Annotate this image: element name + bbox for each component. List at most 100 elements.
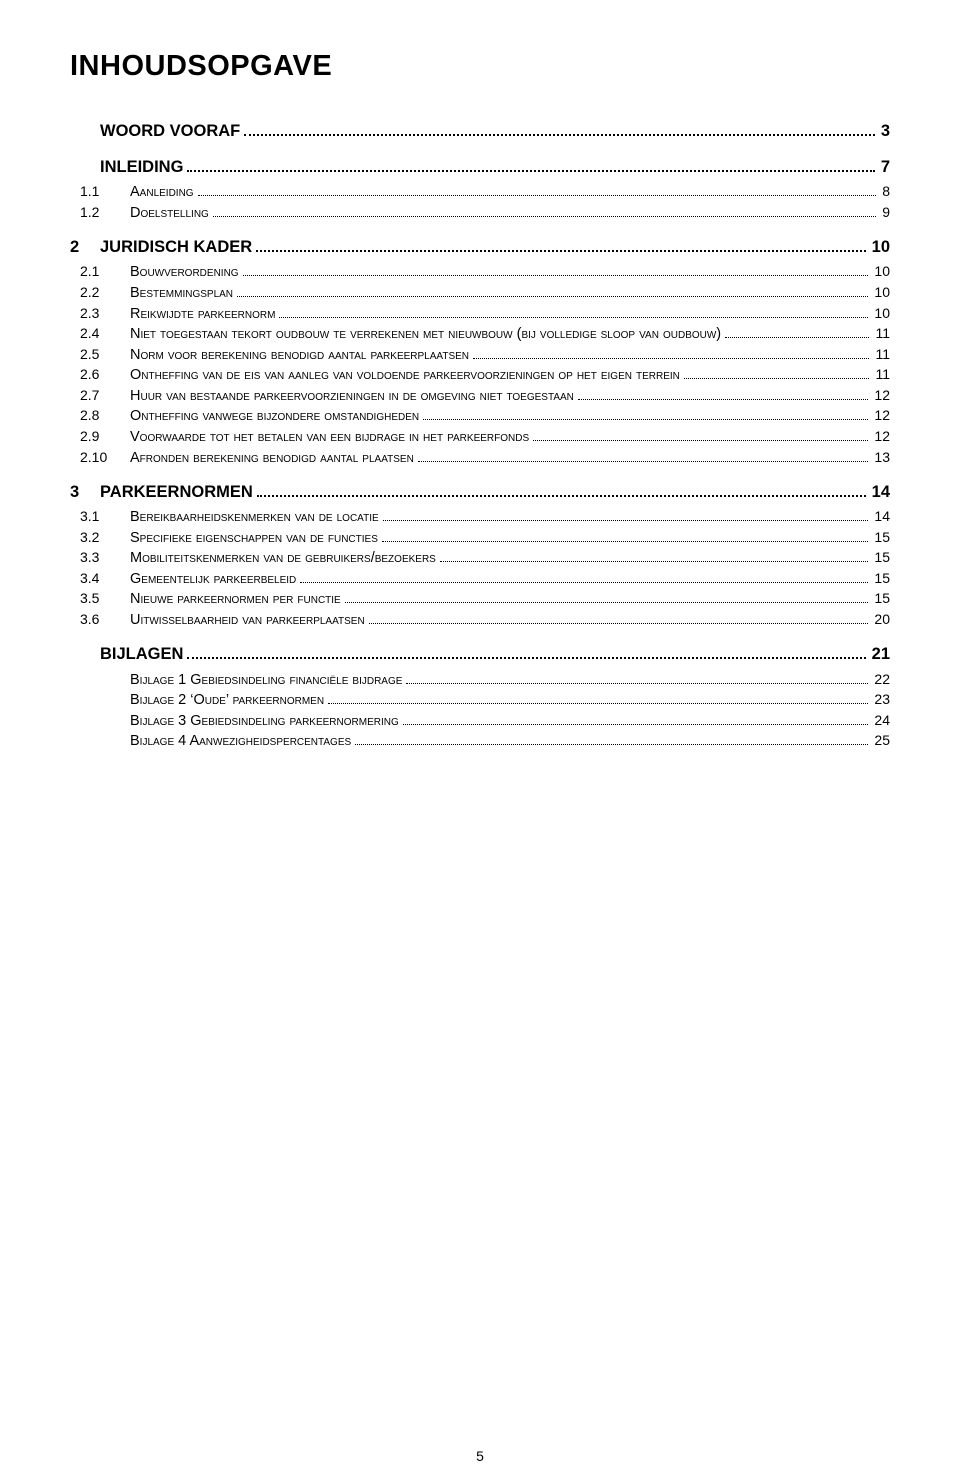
toc-entry-page: 13: [872, 449, 890, 465]
toc-leader-dots: [355, 732, 868, 746]
toc-entry-page: 10: [872, 305, 890, 321]
toc-entry: 2.6Ontheffing van de eis van aanleg van …: [70, 366, 890, 384]
toc-entry: 2.5Norm voor berekening benodigd aantal …: [70, 345, 890, 363]
toc-entry-page: 20: [872, 611, 890, 627]
toc-leader-dots: [244, 119, 875, 136]
toc-entry-label: Mobiliteitskenmerken van de gebruikers/b…: [130, 550, 436, 566]
toc-entry-label: JURIDISCH KADER: [100, 238, 252, 257]
toc-entry-page: 21: [870, 645, 890, 664]
toc-leader-dots: [187, 155, 874, 172]
toc-entry-label: Bijlage 4 Aanwezigheidspercentages: [130, 733, 351, 749]
toc-entry-page: 15: [872, 590, 890, 606]
toc-entry-label: Ontheffing vanwege bijzondere omstandigh…: [130, 408, 419, 424]
toc-entry-label: Bijlage 2 ‘Oude’ parkeernormen: [130, 692, 324, 708]
toc-leader-dots: [418, 448, 869, 462]
toc-entry-label: Nieuwe parkeernormen per functie: [130, 591, 341, 607]
toc-entry-label: Doelstelling: [130, 205, 209, 221]
toc-leader-dots: [243, 263, 869, 277]
toc-leader-dots: [578, 386, 869, 400]
toc-entry: WOORD VOORAF 3: [70, 119, 890, 141]
toc-entry: 2.10Afronden berekening benodigd aantal …: [70, 448, 890, 466]
toc-leader-dots: [684, 366, 870, 380]
toc-entry: BIJLAGEN21: [70, 642, 890, 664]
toc-entry: 3.6Uitwisselbaarheid van parkeerplaatsen…: [70, 610, 890, 628]
toc-entry-number: 3.6: [80, 611, 130, 627]
toc-entry-label: Bijlage 1 Gebiedsindeling financiële bij…: [130, 672, 402, 688]
toc-entry-page: 15: [872, 549, 890, 565]
toc-entry-number: 3.3: [80, 549, 130, 565]
toc-entry-page: 23: [872, 691, 890, 707]
toc-entry: 3.1Bereikbaarheidskenmerken van de locat…: [70, 508, 890, 526]
toc-entry-label: Bijlage 3 Gebiedsindeling parkeernormeri…: [130, 713, 399, 729]
toc-entry-page: 12: [872, 387, 890, 403]
toc-leader-dots: [440, 549, 869, 563]
toc-entry-label: Bouwverordening: [130, 264, 239, 280]
toc-entry-label: WOORD VOORAF: [100, 122, 240, 141]
toc-entry-label: Niet toegestaan tekort oudbouw te verrek…: [130, 326, 721, 342]
toc-entry-number: 2.8: [80, 407, 130, 423]
toc-entry-number: 2.1: [80, 263, 130, 279]
toc-entry-page: 9: [880, 204, 890, 220]
toc-entry-label: Ontheffing van de eis van aanleg van vol…: [130, 367, 680, 383]
toc-entry-page: 7: [879, 158, 890, 177]
toc-entry: 2.1Bouwverordening10: [70, 263, 890, 281]
toc-entry-number: 2.3: [80, 305, 130, 321]
toc-leader-dots: [279, 304, 868, 318]
toc-entry-label: Bestemmingsplan: [130, 285, 233, 301]
toc-entry-label: Gemeentelijk parkeerbeleid: [130, 571, 296, 587]
toc-entry-number: 3: [70, 483, 100, 502]
toc-entry-number: 2.6: [80, 366, 130, 382]
toc-entry: Bijlage 2 ‘Oude’ parkeernormen 23: [70, 691, 890, 709]
toc-leader-dots: [300, 569, 868, 583]
toc-entry-page: 14: [872, 508, 890, 524]
toc-entry-number: 3.5: [80, 590, 130, 606]
toc-leader-dots: [533, 427, 868, 441]
toc-entry-label: Huur van bestaande parkeervoorzieningen …: [130, 388, 574, 404]
toc-entry-page: 15: [872, 529, 890, 545]
toc-entry: 2.8Ontheffing vanwege bijzondere omstand…: [70, 407, 890, 425]
toc-entry: 3.2Specifieke eigenschappen van de funct…: [70, 528, 890, 546]
toc-leader-dots: [198, 183, 877, 197]
toc-leader-dots: [406, 670, 868, 684]
toc-entry-number: 2.4: [80, 325, 130, 341]
toc-entry: INLEIDING7: [70, 155, 890, 177]
toc-entry: 2.3Reikwijdte parkeernorm10: [70, 304, 890, 322]
toc-entry-page: 22: [872, 671, 890, 687]
toc-entry: 3PARKEERNORMEN14: [70, 480, 890, 502]
toc-entry-page: 11: [873, 325, 890, 341]
toc-entry-number: 3.4: [80, 570, 130, 586]
toc-entry-page: 10: [872, 284, 890, 300]
toc-entry-number: 1.2: [80, 204, 130, 220]
toc-body: WOORD VOORAF3INLEIDING71.1Aanleiding81.2…: [70, 119, 890, 749]
toc-leader-dots: [383, 508, 869, 522]
toc-leader-dots: [382, 528, 869, 542]
toc-entry-number: 3.2: [80, 529, 130, 545]
toc-entry: Bijlage 4 Aanwezigheidspercentages25: [70, 732, 890, 750]
toc-entry: 2JURIDISCH KADER 10: [70, 235, 890, 257]
toc-entry-page: 10: [870, 238, 890, 257]
toc-entry-label: Afronden berekening benodigd aantal plaa…: [130, 450, 414, 466]
toc-leader-dots: [725, 325, 869, 339]
toc-entry-page: 12: [872, 407, 890, 423]
toc-entry: 2.7Huur van bestaande parkeervoorziening…: [70, 386, 890, 404]
toc-entry-label: PARKEERNORMEN: [100, 483, 253, 502]
toc-title: INHOUDSOPGAVE: [70, 50, 890, 83]
toc-entry-number: 2.2: [80, 284, 130, 300]
toc-entry-number: 2.5: [80, 346, 130, 362]
page-number: 5: [0, 1448, 960, 1464]
toc-entry-label: Uitwisselbaarheid van parkeerplaatsen: [130, 612, 365, 628]
toc-entry-label: Voorwaarde tot het betalen van een bijdr…: [130, 429, 529, 445]
toc-entry-number: 2.10: [80, 449, 130, 465]
toc-entry: 3.3Mobiliteitskenmerken van de gebruiker…: [70, 549, 890, 567]
toc-leader-dots: [369, 610, 869, 624]
toc-leader-dots: [473, 345, 869, 359]
toc-entry-page: 12: [872, 428, 890, 444]
toc-entry: 2.9Voorwaarde tot het betalen van een bi…: [70, 427, 890, 445]
toc-entry: 1.2Doelstelling 9: [70, 203, 890, 221]
toc-entry-page: 11: [873, 346, 890, 362]
toc-entry-page: 3: [879, 122, 890, 141]
toc-leader-dots: [328, 691, 868, 705]
toc-leader-dots: [256, 235, 865, 252]
toc-entry-number: 2: [70, 238, 100, 257]
toc-entry-page: 8: [880, 183, 890, 199]
